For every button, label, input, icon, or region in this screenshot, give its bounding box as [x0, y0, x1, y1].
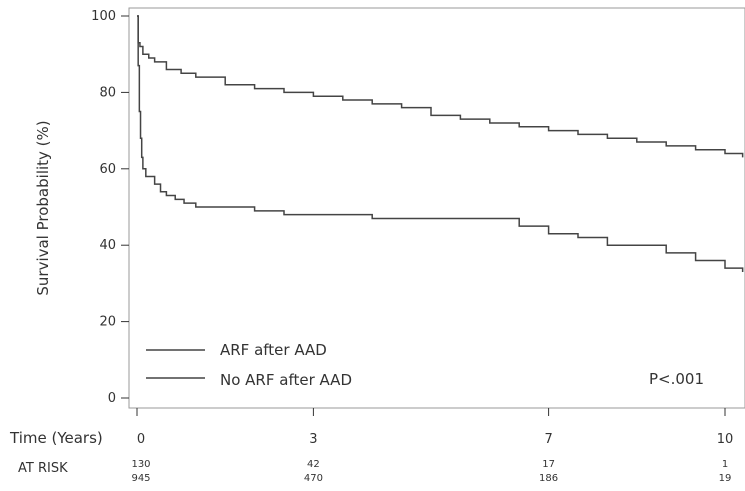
y-axis-label: Survival Probability (%) — [34, 120, 52, 295]
at-risk-cell: 186 — [539, 473, 558, 484]
y-axis: 0 20 40 60 80 100 — [91, 9, 129, 406]
plot-frame — [128, 7, 745, 409]
legend: ARF after AAD No ARF after AAD — [146, 341, 352, 389]
y-tick-label: 20 — [99, 315, 116, 330]
at-risk-cell: 42 — [307, 459, 320, 470]
legend-label-no-arf: No ARF after AAD — [220, 371, 352, 389]
series-line-no-arf — [137, 15, 744, 158]
series-layer — [137, 15, 744, 272]
at-risk-cell: 1 — [722, 459, 728, 470]
at-risk-cell: 945 — [131, 473, 150, 484]
p-value-annotation: P<.001 — [649, 370, 704, 388]
at-risk-cell: 130 — [131, 459, 150, 470]
x-tick-label: 10 — [717, 432, 734, 447]
at-risk-cell: 17 — [542, 459, 555, 470]
at-risk-cell: 19 — [719, 473, 732, 484]
at-risk-cell: 470 — [304, 473, 323, 484]
x-tick-label: 7 — [544, 432, 552, 447]
legend-label-arf: ARF after AAD — [220, 341, 327, 359]
y-tick-label: 40 — [99, 238, 116, 253]
at-risk-title: AT RISK — [18, 461, 68, 476]
y-tick-label: 0 — [108, 391, 116, 406]
y-tick-label: 80 — [99, 85, 116, 100]
series-line-arf — [137, 15, 744, 272]
x-tick-label: 0 — [137, 432, 145, 447]
y-tick-label: 60 — [99, 162, 116, 177]
at-risk-table: 130 42 17 1 945 470 186 19 — [131, 459, 731, 484]
y-tick-label: 100 — [91, 9, 116, 24]
x-axis: 0 3 7 10 — [136, 408, 734, 447]
x-tick-label: 3 — [309, 432, 317, 447]
x-axis-label: Time (Years) — [9, 429, 103, 447]
